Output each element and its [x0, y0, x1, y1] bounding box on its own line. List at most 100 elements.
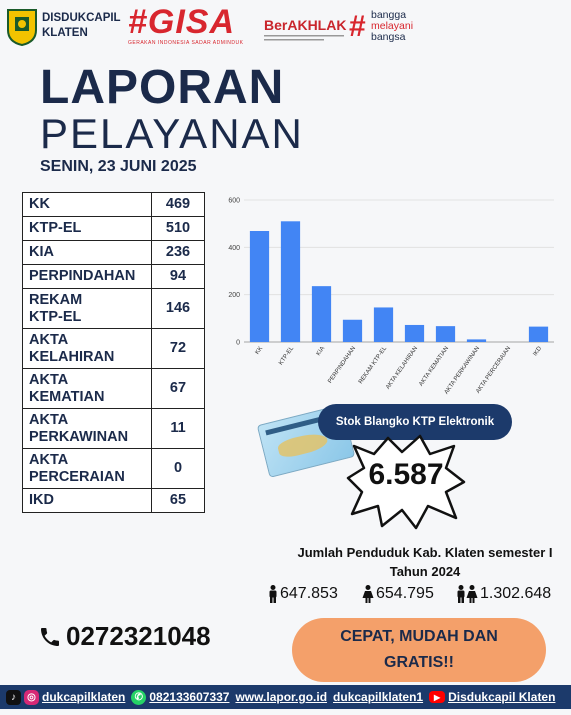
population-male-value: 647.853: [280, 585, 338, 602]
cta-line1: CEPAT, MUDAH DAN: [340, 628, 498, 645]
service-value: 72: [151, 328, 205, 369]
klaten-seal-logo: [7, 9, 37, 46]
service-label-line: PERKAWINAN: [29, 428, 129, 445]
service-label: AKTA KELAHIRAN: [22, 328, 152, 369]
footer-lapor-link[interactable]: www.lapor.go.id: [235, 690, 327, 704]
y-tick-label: 400: [228, 245, 240, 252]
y-tick-label: 0: [236, 340, 240, 347]
people-icon: [457, 585, 478, 603]
bar: [528, 326, 549, 342]
tiktok-icon[interactable]: ♪: [6, 689, 21, 705]
berakhlak-logo: BerAKHLAK: [264, 17, 347, 33]
phone-icon: [41, 627, 59, 646]
bar: [249, 231, 270, 342]
bar: [280, 221, 301, 342]
service-label-line: KIA: [29, 244, 54, 260]
x-tick-label: KTP-EL: [278, 345, 295, 366]
cta-badge: CEPAT, MUDAH DAN GRATIS!!: [292, 618, 546, 682]
footer-bar: ♪ ◎ dukcapilklaten ✆ 082133607337 www.la…: [0, 685, 571, 709]
table-row: AKTA KELAHIRAN 72: [22, 328, 205, 369]
population-female: 654.795: [362, 585, 434, 603]
service-label: PERPINDAHAN: [22, 264, 152, 289]
footer-whatsapp-link[interactable]: 082133607337: [149, 690, 229, 704]
service-value: 11: [151, 408, 205, 449]
hashtag-icon: #: [349, 10, 366, 43]
service-label-line: AKTA: [29, 371, 69, 388]
service-label-line: KK: [29, 196, 50, 212]
org-name: DISDUKCAPIL KLATEN: [42, 11, 121, 41]
footer-facebook-link[interactable]: dukcapilklaten1: [333, 690, 423, 704]
service-value: 469: [151, 192, 205, 217]
youtube-icon[interactable]: ▶: [429, 691, 446, 703]
footer-facebook-text: dukcapilklaten1: [333, 690, 424, 704]
table-row: AKTA PERKAWINAN 11: [22, 408, 205, 449]
y-tick-label: 600: [228, 198, 240, 205]
instagram-icon[interactable]: ◎: [24, 689, 39, 705]
x-tick-label: AKTA PERCERAIAN: [475, 346, 512, 395]
footer-instagram-text: dukcapilklaten: [42, 690, 126, 704]
population-male: 647.853: [268, 585, 338, 603]
title-laporan: LAPORAN: [40, 61, 285, 114]
service-label: KTP-EL: [22, 216, 152, 241]
service-label: AKTA PERCERAIAN: [22, 448, 152, 489]
bar: [373, 307, 394, 342]
table-row: REKAM KTP-EL 146: [22, 288, 205, 329]
whatsapp-icon[interactable]: ✆: [131, 689, 147, 705]
org-line2: KLATEN: [42, 27, 88, 39]
footer-lapor-text: www.lapor.go.id: [235, 690, 328, 704]
service-label-line: REKAM: [29, 291, 83, 308]
service-label-line: KEMATIAN: [29, 388, 105, 405]
phone-number[interactable]: 0272321048: [38, 621, 211, 652]
x-tick-label: IKD: [532, 345, 543, 357]
service-label-line: KELAHIRAN: [29, 348, 115, 365]
service-value: 236: [151, 240, 205, 265]
population-total: 1.302.648: [456, 585, 551, 603]
service-label: AKTA PERKAWINAN: [22, 408, 152, 449]
phone-number-text: 0272321048: [66, 621, 211, 651]
bar: [466, 339, 487, 342]
service-label: REKAM KTP-EL: [22, 288, 152, 329]
service-label: KK: [22, 192, 152, 217]
x-tick-label: PERPINDAHAN: [327, 346, 357, 385]
service-value: 94: [151, 264, 205, 289]
footer-whatsapp-text: 082133607337: [149, 690, 230, 704]
table-row: KK 469: [22, 192, 205, 217]
population-total-value: 1.302.648: [480, 585, 552, 602]
services-bar-chart: 0 200 400 600 KK KTP-EL KIA PERPINDAHAN REKAM KT…: [228, 198, 554, 396]
x-tick-label: KIA: [316, 346, 326, 357]
service-label-line: AKTA: [29, 411, 69, 428]
report-date: SENIN, 23 JUNI 2025: [40, 158, 197, 175]
bangga-line1: bangga: [371, 9, 407, 21]
female-icon: [362, 585, 374, 603]
male-icon: [269, 585, 277, 603]
service-label-line: KTP-EL: [29, 220, 82, 236]
x-tick-label: KK: [255, 346, 265, 356]
x-tick-label: AKTA KELAHIRAN: [385, 346, 419, 391]
gisa-logo: #GISA: [128, 3, 236, 41]
table-row: IKD 65: [22, 488, 205, 513]
footer-instagram-link[interactable]: dukcapilklaten: [42, 690, 125, 704]
bar: [311, 286, 332, 342]
speech-burst-shape: [346, 434, 466, 530]
service-value: 0: [151, 448, 205, 489]
service-label-line: KTP-EL: [29, 308, 82, 325]
population-title: Jumlah Penduduk Kab. Klaten semester I T…: [280, 543, 570, 581]
stock-value: 6.587: [368, 458, 444, 491]
y-tick-label: 200: [228, 292, 240, 299]
org-line1: DISDUKCAPIL: [42, 12, 121, 24]
service-value: 67: [151, 368, 205, 409]
x-tick-label: AKTA KEMATIAN: [418, 346, 450, 388]
service-label-line: AKTA: [29, 451, 69, 468]
stock-label: Stok Blangko KTP Elektronik: [318, 404, 512, 440]
footer-youtube-link[interactable]: Disdukcapil Klaten: [448, 690, 555, 704]
footer-youtube-text: Disdukcapil Klaten: [448, 690, 556, 704]
service-label: AKTA KEMATIAN: [22, 368, 152, 409]
bar: [404, 324, 425, 342]
service-value: 510: [151, 216, 205, 241]
table-row: KTP-EL 510: [22, 216, 205, 241]
population-title-line1: Jumlah Penduduk Kab. Klaten semester I: [297, 545, 553, 560]
service-label-line: PERPINDAHAN: [29, 268, 136, 284]
service-label-line: PERCERAIAN: [29, 468, 125, 485]
service-value: 65: [151, 488, 205, 513]
berakhlak-tagline-graphic: [264, 34, 348, 43]
